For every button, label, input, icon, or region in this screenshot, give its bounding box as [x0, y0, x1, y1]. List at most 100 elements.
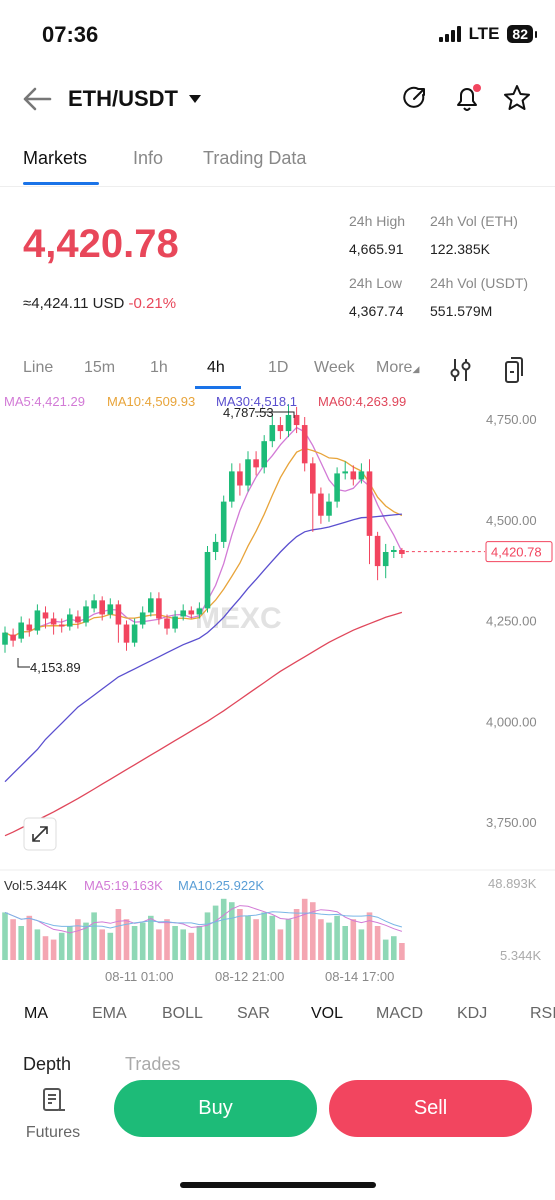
- candle: [196, 602, 203, 619]
- candle-body: [188, 610, 195, 615]
- volume-bar: [399, 943, 405, 960]
- volume-bar: [310, 902, 316, 960]
- buy-button[interactable]: Buy: [114, 1080, 317, 1137]
- candle-body: [83, 606, 89, 623]
- volume-bar: [156, 929, 162, 960]
- candle-body: [269, 425, 276, 442]
- interval-1h[interactable]: 1h: [150, 359, 168, 376]
- high-marker-line: [255, 411, 295, 418]
- volume-bar: [42, 936, 49, 960]
- candle-body: [75, 616, 81, 623]
- indicator-ema[interactable]: EMA: [92, 1005, 127, 1022]
- candle-body: [131, 624, 138, 643]
- candle: [115, 600, 122, 643]
- indicator-sar[interactable]: SAR: [237, 1005, 270, 1022]
- candle: [374, 531, 381, 581]
- futures-button[interactable]: Futures: [18, 1085, 88, 1142]
- tab-info[interactable]: Info: [133, 148, 164, 168]
- interval-more[interactable]: More◢: [376, 359, 419, 377]
- volume-bar: [261, 912, 267, 960]
- indicator-macd[interactable]: MACD: [376, 1005, 424, 1022]
- pair-selector[interactable]: ETH/USDT: [68, 86, 202, 112]
- interval-1d[interactable]: 1D: [268, 359, 289, 376]
- volume-bar: [75, 919, 81, 960]
- interval-line[interactable]: Line: [23, 359, 54, 376]
- interval-tabs: Line 15m 1h 4h 1D Week More◢: [0, 355, 555, 391]
- candle: [180, 604, 186, 621]
- volume-bar: [326, 922, 332, 960]
- volume-bar: [301, 898, 308, 960]
- price-change: -0.21%: [128, 295, 177, 312]
- candle-body: [156, 598, 162, 619]
- candle-body: [334, 473, 340, 502]
- bell-icon[interactable]: [452, 82, 482, 114]
- price-chart[interactable]: MEXC 4,750.004,500.004,250.004,000.003,7…: [0, 390, 555, 990]
- pair-title: ETH/USDT: [68, 86, 178, 111]
- share-icon[interactable]: [401, 84, 429, 112]
- candle: [2, 626, 8, 653]
- chart-layout-icon[interactable]: [503, 356, 525, 384]
- indicator-vol[interactable]: VOL: [311, 1005, 344, 1022]
- candle-body: [91, 600, 97, 609]
- back-arrow-icon[interactable]: [22, 86, 52, 112]
- indicator-tabs: MA EMA BOLL SAR VOL MACD KDJ RSI: [0, 1000, 555, 1030]
- star-icon[interactable]: [503, 84, 531, 112]
- volume-bar: [285, 919, 292, 960]
- volume-bar: [123, 919, 130, 960]
- ma-legend-item: MA30:4,518.1: [216, 394, 297, 409]
- candle: [237, 463, 243, 496]
- candle: [18, 616, 24, 643]
- high-marker: 4,787.53: [223, 405, 274, 420]
- indicator-settings-icon[interactable]: [450, 357, 472, 383]
- candle-body: [350, 471, 357, 480]
- candle: [83, 600, 89, 627]
- sell-button[interactable]: Sell: [329, 1080, 532, 1137]
- tab-underline: [23, 182, 99, 185]
- volume-bar: [26, 915, 33, 960]
- interval-week[interactable]: Week: [314, 359, 355, 376]
- last-price-box: [485, 541, 553, 563]
- candle: [10, 628, 16, 647]
- candle-body: [34, 610, 41, 631]
- subtab-trades[interactable]: Trades: [125, 1054, 181, 1074]
- candle: [91, 594, 97, 613]
- candle: [334, 467, 340, 508]
- y-axis: 4,750.00 4,500.00 4,250.00 4,000.00 3,750.00: [486, 412, 537, 830]
- volume-label: Vol:5.344K: [4, 878, 67, 893]
- candle: [172, 610, 178, 633]
- candle: [67, 608, 73, 631]
- volume-bar: [334, 915, 340, 960]
- volume-bar: [83, 922, 89, 960]
- volume-bar: [358, 929, 365, 960]
- candle: [301, 416, 308, 472]
- bottom-bar: Futures Buy Sell: [0, 1074, 555, 1200]
- interval-underline: [195, 386, 241, 389]
- candle-body: [123, 624, 130, 643]
- low-marker: 4,153.89: [30, 660, 81, 675]
- volume-bar: [18, 926, 24, 960]
- expand-chart-button[interactable]: [23, 817, 57, 851]
- volume-bar: [34, 929, 41, 960]
- candle-body: [164, 618, 170, 629]
- indicator-kdj[interactable]: KDJ: [457, 1005, 488, 1022]
- volume-min-label: 5.344K: [500, 948, 542, 963]
- candle-body: [301, 425, 308, 464]
- tab-trading-data[interactable]: Trading Data: [203, 148, 307, 168]
- interval-4h[interactable]: 4h: [207, 359, 225, 376]
- tab-markets[interactable]: Markets: [23, 148, 88, 168]
- interval-15m[interactable]: 15m: [84, 359, 116, 376]
- indicator-ma[interactable]: MA: [24, 1005, 48, 1022]
- indicator-rsi[interactable]: RSI: [530, 1005, 555, 1022]
- y-tick-label: 4,000.00: [486, 714, 537, 729]
- network-label: LTE: [468, 24, 500, 43]
- candle: [220, 495, 227, 548]
- interval-more-label: More: [376, 359, 413, 376]
- candle-body: [26, 624, 33, 631]
- volume-ma10: MA10:25.922K: [178, 878, 264, 893]
- volume-bar: [342, 926, 348, 960]
- low-value: 4,367.74: [349, 303, 404, 319]
- indicator-boll[interactable]: BOLL: [162, 1005, 203, 1022]
- last-price: 4,420.78: [23, 222, 179, 266]
- subtab-depth[interactable]: Depth: [23, 1054, 72, 1074]
- candle: [350, 465, 357, 486]
